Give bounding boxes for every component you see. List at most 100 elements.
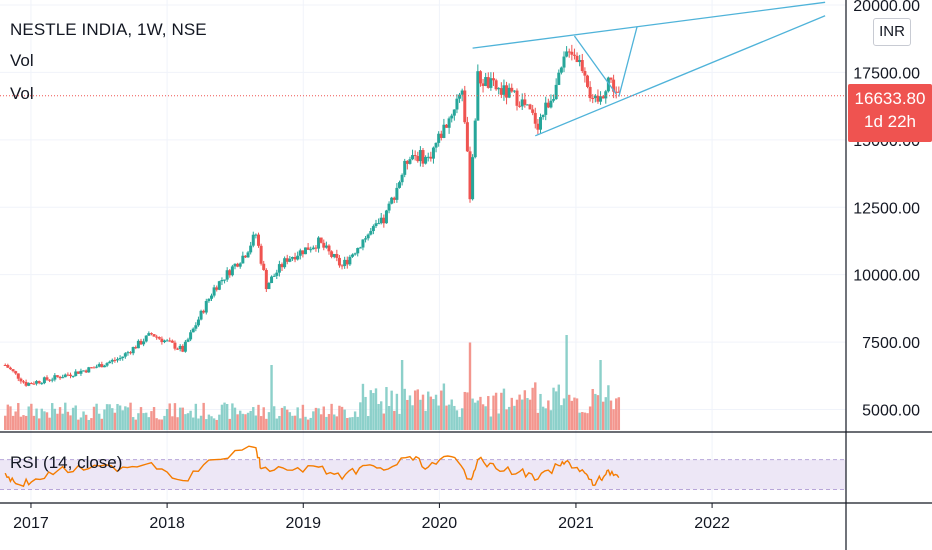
volume-bar <box>445 405 448 430</box>
volume-bar <box>22 415 25 430</box>
candle-body <box>108 361 112 364</box>
candle-body <box>364 238 368 240</box>
volume-bar <box>513 405 516 430</box>
candle-body <box>50 379 54 381</box>
candle-body <box>324 245 328 248</box>
volume-bar <box>244 414 247 430</box>
candle-body <box>246 252 250 258</box>
currency-selector[interactable]: INR <box>873 18 911 46</box>
volume-bar <box>163 415 166 430</box>
volume-bar <box>594 393 597 430</box>
candle-body <box>233 263 237 267</box>
candle-body <box>272 275 276 277</box>
volume-bar <box>427 391 430 430</box>
volume-bar <box>609 400 613 430</box>
volume-bar <box>335 416 339 430</box>
volume-bar <box>586 413 589 430</box>
candle-body <box>531 109 535 113</box>
candle-body <box>445 124 448 128</box>
candle-body <box>230 266 234 276</box>
candle-body <box>123 353 127 357</box>
volume-bar <box>601 401 605 430</box>
volume-bar <box>236 414 239 430</box>
volume-bar <box>51 403 54 430</box>
volume-bar <box>124 406 127 430</box>
candle-body <box>408 159 412 164</box>
volume-bar <box>84 414 88 430</box>
candle-body <box>105 363 109 366</box>
candle-body <box>217 281 221 290</box>
candle-body <box>11 369 15 372</box>
candle-body <box>392 197 396 200</box>
volume-bar <box>554 391 558 430</box>
volume-bar <box>484 406 487 430</box>
candle-body <box>361 239 365 248</box>
volume-bar <box>521 399 524 430</box>
candle-body <box>142 341 146 345</box>
volume-bar <box>176 417 179 430</box>
candle-body <box>259 245 263 264</box>
candle-body <box>113 359 117 361</box>
volume-bar <box>474 402 477 430</box>
volume-bar <box>573 397 576 430</box>
volume-bar <box>588 406 592 430</box>
candle-body <box>403 160 407 175</box>
candle-body <box>528 104 532 110</box>
candle-body <box>267 283 271 290</box>
volume-bar <box>160 419 164 430</box>
candle-body <box>557 72 561 85</box>
volume-bar <box>158 419 161 430</box>
volume-bar <box>309 417 312 430</box>
volume-bar <box>43 411 46 430</box>
volume-bar <box>257 404 260 430</box>
volume-bar <box>53 408 57 430</box>
volume-bar <box>231 403 234 430</box>
candle-body <box>604 91 608 99</box>
volume-bar <box>453 405 456 430</box>
volume-bar <box>137 413 140 430</box>
candle-body <box>207 298 211 302</box>
candle-body <box>238 263 242 267</box>
volume-bar <box>79 417 83 430</box>
candle-body <box>484 77 488 86</box>
volume-bar <box>27 406 30 430</box>
volume-bar <box>471 398 474 430</box>
volume-bar <box>356 416 359 430</box>
volume-bar <box>568 394 571 430</box>
candle-body <box>317 237 321 249</box>
candle-body <box>147 333 151 336</box>
volume-bar <box>476 400 480 430</box>
candle-body <box>567 51 571 53</box>
candle-body <box>384 210 388 224</box>
candle-body <box>447 118 451 128</box>
candle-body <box>306 247 310 250</box>
candle-body <box>599 96 603 102</box>
candle-body <box>262 263 266 270</box>
volume-bar <box>64 402 67 430</box>
candle-body <box>424 156 428 164</box>
volume-bar <box>333 414 336 430</box>
candle-body <box>196 319 200 326</box>
candle-body <box>379 217 383 224</box>
candle-body <box>121 356 125 358</box>
candle-body <box>578 60 582 63</box>
candle-body <box>559 67 563 73</box>
volume-bar <box>48 417 51 430</box>
volume-bar <box>364 396 367 430</box>
volume-bar <box>304 416 307 430</box>
candle-body <box>152 334 156 337</box>
candle-body <box>285 258 289 262</box>
candle-body <box>586 75 589 87</box>
candle-body <box>149 333 153 335</box>
volume-bar <box>129 402 132 430</box>
volume-bar <box>223 402 226 430</box>
volume-bar <box>56 413 59 430</box>
volume-bar <box>581 412 584 430</box>
candle-body <box>570 51 574 55</box>
candle-body <box>160 338 164 343</box>
volume-bar <box>612 409 615 430</box>
volume-bar <box>507 406 511 430</box>
volume-bar <box>291 415 294 430</box>
candle-body <box>494 80 498 90</box>
